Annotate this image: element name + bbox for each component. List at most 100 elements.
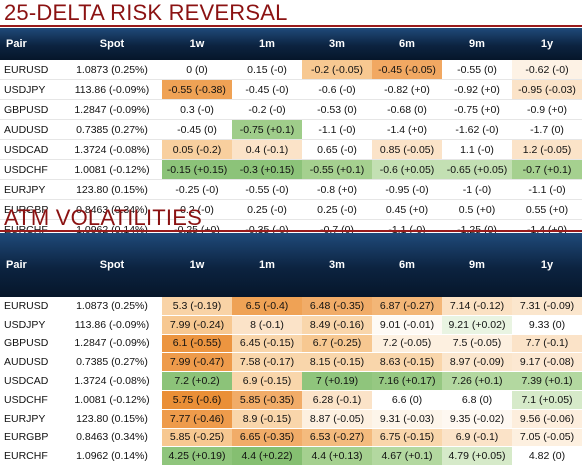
- atm-cell-1w: 7.2 (+0.2): [162, 371, 232, 391]
- pair-label: EURJPY: [0, 409, 62, 429]
- atm-cell-6m: 6.75 (-0.15): [372, 428, 442, 448]
- pair-label: EURGBP: [0, 428, 62, 448]
- rr-cell-1m: 0.15 (-0): [232, 60, 302, 80]
- atm-header-1y: 1y: [512, 233, 582, 297]
- spot-value: 1.0962 (0.14%): [62, 446, 162, 467]
- atm-cell-3m: 7 (+0.19): [302, 371, 372, 391]
- spot-value: 1.0873 (0.25%): [62, 297, 162, 316]
- risk-reversal-table: Pair Spot 1w 1m 3m 6m 9m 1y EURUSD 1.0873 (0.25%…: [0, 28, 582, 240]
- rr-cell-6m: -0.6 (+0.05): [372, 159, 442, 180]
- rr-cell-1m: 0.25 (-0): [232, 199, 302, 220]
- rr-cell-9m: 0.5 (+0): [442, 199, 512, 220]
- atm-cell-1m: 8 (-0.1): [232, 315, 302, 335]
- atm-cell-3m: 8.87 (-0.05): [302, 409, 372, 429]
- atm-header-spot: Spot: [62, 233, 162, 297]
- rr-cell-6m: -0.82 (+0): [372, 79, 442, 100]
- atm-cell-1m: 6.5 (-0.4): [232, 297, 302, 316]
- rr-cell-1m: -0.3 (+0.15): [232, 159, 302, 180]
- rr-cell-1y: -0.9 (+0): [512, 99, 582, 120]
- spot-value: 1.0081 (-0.12%): [62, 390, 162, 410]
- atm-cell-1y: 7.1 (+0.05): [512, 390, 582, 410]
- atm-cell-1w: 7.99 (-0.47): [162, 352, 232, 373]
- atm-cell-1w: 5.75 (-0.6): [162, 390, 232, 410]
- atm-cell-1w: 5.85 (-0.25): [162, 428, 232, 448]
- spot-value: 0.8463 (0.34%): [62, 428, 162, 448]
- rr-header-9m: 9m: [442, 28, 512, 60]
- pair-label: AUDUSD: [0, 119, 62, 140]
- rr-cell-9m: -0.75 (+0): [442, 99, 512, 120]
- rr-cell-1w: 0.05 (-0.2): [162, 139, 232, 160]
- rr-row-usdcad: USDCAD 1.3724 (-0.08%) 0.05 (-0.2) 0.4 (-0.…: [0, 139, 582, 160]
- rr-cell-1y: 0.55 (+0): [512, 199, 582, 220]
- atm-cell-1y: 4.82 (0): [512, 446, 582, 467]
- rr-cell-1y: 1.2 (-0.05): [512, 139, 582, 160]
- atm-cell-9m: 9.21 (+0.02): [442, 315, 512, 335]
- atm-row-eurgbp: EURGBP 0.8463 (0.34%) 5.85 (-0.25) 6.65 (-0…: [0, 428, 582, 448]
- atm-cell-1m: 6.9 (-0.15): [232, 371, 302, 391]
- rr-cell-1y: -0.95 (-0.03): [512, 79, 582, 100]
- pair-label: EURGBP: [0, 199, 62, 220]
- atm-cell-6m: 7.16 (+0.17): [372, 371, 442, 391]
- spot-value: 123.80 (0.15%): [62, 179, 162, 200]
- pair-label: USDCHF: [0, 159, 62, 180]
- atm-cell-1w: 5.3 (-0.19): [162, 297, 232, 316]
- atm-cell-9m: 7.26 (+0.1): [442, 371, 512, 391]
- atm-row-usdcad: USDCAD 1.3724 (-0.08%) 7.2 (+0.2) 6.9 (-0.1…: [0, 371, 582, 391]
- atm-cell-1y: 9.56 (-0.06): [512, 409, 582, 429]
- atm-header-9m: 9m: [442, 233, 512, 297]
- rr-cell-1w: 0.3 (-0): [162, 99, 232, 120]
- rr-cell-3m: 0.65 (-0): [302, 139, 372, 160]
- rr-cell-1w: 0.2 (-0): [162, 199, 232, 220]
- pair-label: USDCHF: [0, 390, 62, 410]
- rr-row-audusd: AUDUSD 0.7385 (0.27%) -0.45 (0) -0.75 (+0.1…: [0, 119, 582, 140]
- rr-cell-6m: -0.45 (-0.05): [372, 60, 442, 80]
- rr-cell-9m: -0.65 (+0.05): [442, 159, 512, 180]
- atm-cell-6m: 6.87 (-0.27): [372, 297, 442, 316]
- rr-cell-9m: 1.1 (-0): [442, 139, 512, 160]
- rr-cell-9m: -1.62 (-0): [442, 119, 512, 140]
- pair-label: USDCAD: [0, 371, 62, 391]
- atm-cell-1m: 8.9 (-0.15): [232, 409, 302, 429]
- atm-cell-9m: 6.8 (0): [442, 390, 512, 410]
- spot-value: 0.7385 (0.27%): [62, 352, 162, 373]
- rr-cell-1w: 0 (0): [162, 60, 232, 80]
- atm-cell-1y: 9.17 (-0.08): [512, 352, 582, 373]
- spot-value: 113.86 (-0.09%): [62, 79, 162, 100]
- rr-cell-1y: -1.1 (-0): [512, 179, 582, 200]
- rr-cell-3m: -1.1 (-0): [302, 119, 372, 140]
- atm-volatilities-divider: [0, 230, 582, 232]
- atm-volatilities-body: EURUSD 1.0873 (0.25%) 5.3 (-0.19) 6.5 (-0.4…: [0, 297, 582, 467]
- rr-cell-6m: -0.95 (-0): [372, 179, 442, 200]
- rr-row-usdchf: USDCHF 1.0081 (-0.12%) -0.15 (+0.15) -0.3 (…: [0, 159, 582, 180]
- atm-cell-1m: 6.45 (-0.15): [232, 334, 302, 354]
- rr-cell-6m: 0.45 (+0): [372, 199, 442, 220]
- rr-cell-3m: -0.2 (-0.05): [302, 60, 372, 80]
- atm-cell-1w: 7.99 (-0.24): [162, 315, 232, 335]
- risk-reversal-body: EURUSD 1.0873 (0.25%) 0 (0) 0.15 (-0) -0.2 (…: [0, 60, 582, 240]
- atm-row-usdchf: USDCHF 1.0081 (-0.12%) 5.75 (-0.6) 5.85 (-0…: [0, 390, 582, 410]
- pair-label: GBPUSD: [0, 99, 62, 120]
- rr-cell-1w: -0.25 (-0): [162, 179, 232, 200]
- rr-header-pair: Pair: [0, 28, 62, 60]
- rr-cell-1w: -0.15 (+0.15): [162, 159, 232, 180]
- rr-cell-1m: -0.45 (-0): [232, 79, 302, 100]
- atm-cell-6m: 6.6 (0): [372, 390, 442, 410]
- atm-header-1m: 1m: [232, 233, 302, 297]
- rr-row-gbpusd: GBPUSD 1.2847 (-0.09%) 0.3 (-0) -0.2 (-0) -0…: [0, 99, 582, 120]
- rr-header-1y: 1y: [512, 28, 582, 60]
- rr-row-eurjpy: EURJPY 123.80 (0.15%) -0.25 (-0) -0.55 (-0)…: [0, 179, 582, 200]
- rr-cell-3m: -0.6 (-0): [302, 79, 372, 100]
- atm-cell-1w: 7.77 (-0.46): [162, 409, 232, 429]
- risk-reversal-header-row: Pair Spot 1w 1m 3m 6m 9m 1y: [0, 28, 582, 60]
- atm-cell-1y: 7.31 (-0.09): [512, 297, 582, 316]
- atm-header-pair: Pair: [0, 233, 62, 297]
- atm-cell-9m: 7.14 (-0.12): [442, 297, 512, 316]
- atm-cell-1w: 6.1 (-0.55): [162, 334, 232, 354]
- atm-header-1w: 1w: [162, 233, 232, 297]
- atm-cell-1y: 7.7 (-0.1): [512, 334, 582, 354]
- atm-cell-3m: 4.4 (+0.13): [302, 446, 372, 467]
- atm-row-audusd: AUDUSD 0.7385 (0.27%) 7.99 (-0.47) 7.58 (-0…: [0, 352, 582, 373]
- spot-value: 0.8463 (0.34%): [62, 199, 162, 220]
- atm-cell-9m: 8.97 (-0.09): [442, 352, 512, 373]
- rr-cell-1m: -0.75 (+0.1): [232, 119, 302, 140]
